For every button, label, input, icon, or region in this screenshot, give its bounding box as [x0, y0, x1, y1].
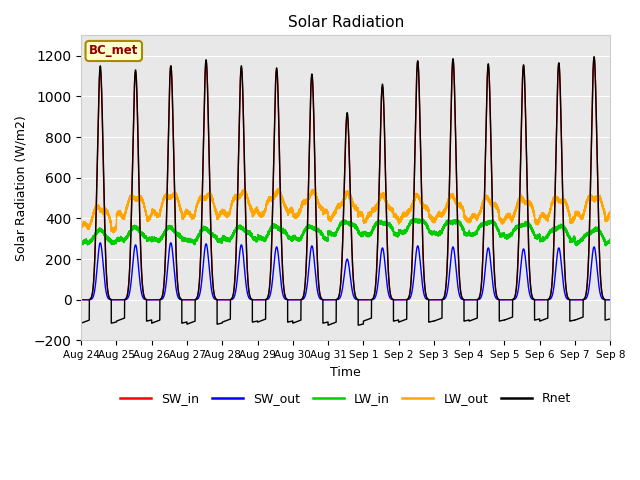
Rnet [510, 296, 518, 302]
SW_out [606, 297, 614, 303]
Rnet [415, 77, 423, 83]
X-axis label: Time: Time [330, 366, 361, 379]
LW_out [415, 194, 423, 200]
SW_out [77, 297, 85, 303]
SW_in [606, 297, 614, 303]
LW_in [419, 216, 427, 221]
SW_in [77, 297, 85, 303]
LW_out [275, 186, 283, 192]
LW_out [105, 214, 113, 220]
SW_in [415, 77, 423, 83]
LW_in [502, 236, 510, 242]
LW_in [475, 226, 483, 232]
Text: BC_met: BC_met [89, 45, 138, 58]
SW_in [105, 294, 113, 300]
Rnet [590, 54, 598, 60]
SW_out [415, 247, 423, 253]
Rnet [77, 320, 85, 326]
SW_in [590, 55, 598, 60]
LW_in [606, 239, 614, 245]
LW_out [606, 210, 614, 216]
SW_in [475, 296, 483, 301]
LW_in [105, 236, 113, 242]
Y-axis label: Solar Radiation (W/m2): Solar Radiation (W/m2) [15, 115, 28, 261]
Rnet [606, 316, 614, 322]
Line: SW_in: SW_in [81, 58, 610, 300]
Rnet [324, 322, 332, 328]
SW_in [509, 296, 517, 302]
SW_out [502, 297, 510, 303]
SW_out [97, 240, 104, 246]
LW_out [475, 212, 483, 217]
LW_in [510, 228, 518, 233]
LW_in [415, 217, 423, 223]
Rnet [475, 296, 483, 301]
Line: LW_out: LW_out [81, 189, 610, 233]
SW_out [105, 296, 113, 302]
SW_in [490, 238, 497, 243]
SW_in [502, 297, 510, 303]
SW_out [490, 284, 497, 290]
LW_out [109, 230, 117, 236]
Legend: SW_in, SW_out, LW_in, LW_out, Rnet: SW_in, SW_out, LW_in, LW_out, Rnet [115, 387, 577, 410]
Title: Solar Radiation: Solar Radiation [287, 15, 404, 30]
SW_out [475, 297, 483, 302]
SW_out [510, 297, 518, 302]
Line: Rnet: Rnet [81, 57, 610, 325]
LW_out [510, 213, 518, 218]
LW_in [602, 243, 610, 249]
Rnet [490, 238, 497, 244]
Rnet [502, 316, 510, 322]
LW_out [490, 201, 497, 207]
Line: LW_in: LW_in [81, 218, 610, 246]
LW_in [490, 221, 497, 227]
Rnet [105, 293, 113, 299]
LW_out [77, 224, 85, 230]
LW_in [77, 240, 85, 246]
Line: SW_out: SW_out [81, 243, 610, 300]
LW_out [502, 214, 510, 220]
